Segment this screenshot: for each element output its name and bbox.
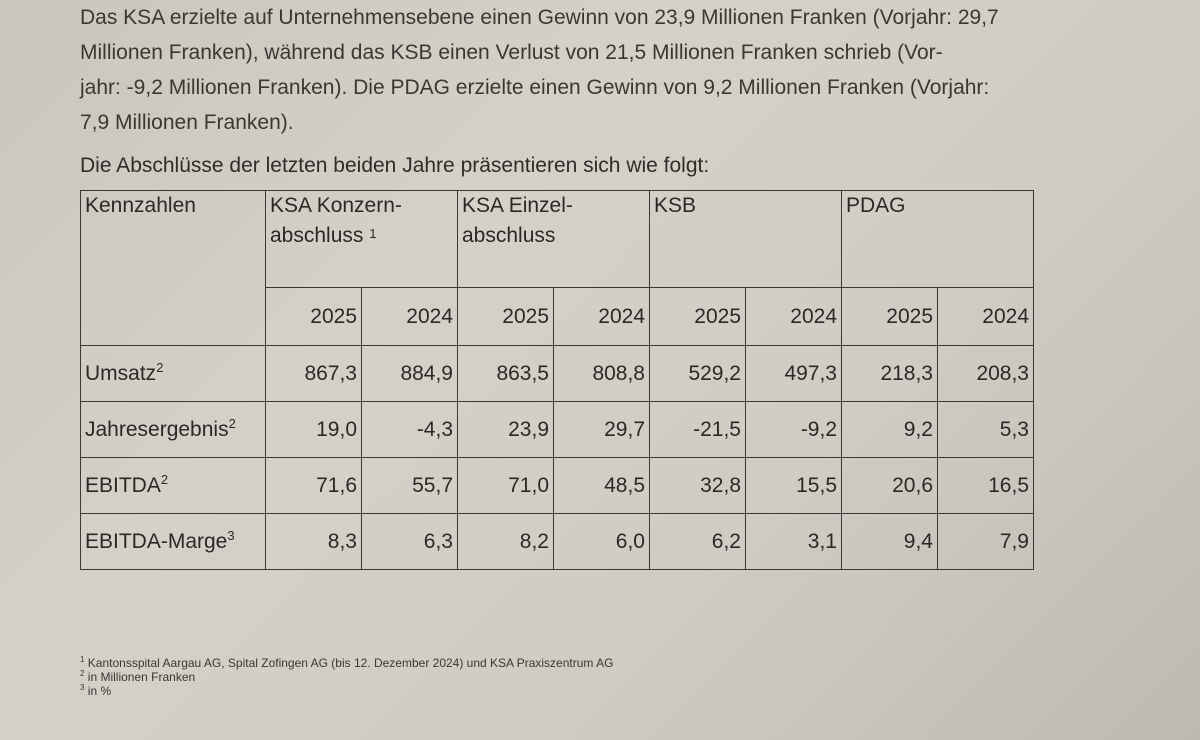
- table-cell: 20,6: [841, 457, 938, 514]
- table-cell: 71,6: [265, 457, 362, 514]
- table-cell: 863,5: [457, 345, 554, 402]
- group-header-ksa-konzern: KSA Konzern- abschluss 1: [265, 190, 458, 288]
- table-cell: 71,0: [457, 457, 554, 514]
- year-header: 2024: [361, 287, 458, 346]
- table-cell: -9,2: [745, 401, 842, 458]
- table-row-umsatz: Umsatz2 867,3 884,9 863,5 808,8 529,2 49…: [80, 345, 1034, 402]
- table-cell: 884,9: [361, 345, 458, 402]
- group-line1: PDAG: [846, 194, 906, 217]
- table-cell: 9,2: [841, 401, 938, 458]
- table-cell: 23,9: [457, 401, 554, 458]
- table-cell: 5,3: [937, 401, 1034, 458]
- footnote: 2 in Millionen Franken: [80, 669, 196, 684]
- table-cell: 55,7: [361, 457, 458, 514]
- group-line1: KSB: [654, 194, 697, 217]
- label-header: Kennzahlen: [80, 190, 266, 346]
- year-header: 2025: [457, 287, 554, 346]
- paragraph-line: 7,9 Millionen Franken).: [80, 111, 294, 134]
- year-header: 2025: [841, 287, 938, 346]
- year-header: 2024: [745, 287, 842, 346]
- group-header-row: Kennzahlen KSA Konzern- abschluss 1 KSA …: [80, 190, 1034, 346]
- paragraph-line: jahr: -9,2 Millionen Franken). Die PDAG …: [80, 76, 990, 99]
- group-line1: KSA Konzern-: [270, 194, 402, 217]
- row-label: Umsatz2: [80, 345, 266, 402]
- table-cell: -4,3: [361, 401, 458, 458]
- group-header-ksa-einzel: KSA Einzel- abschluss: [457, 190, 650, 288]
- table-cell: 8,3: [265, 513, 362, 570]
- table-cell: 808,8: [553, 345, 650, 402]
- table-cell: 208,3: [937, 345, 1034, 402]
- row-label: Jahresergebnis2: [80, 401, 266, 458]
- table-intro: Die Abschlüsse der letzten beiden Jahre …: [80, 154, 710, 177]
- group-header-ksb: KSB: [649, 190, 842, 288]
- table-cell: 29,7: [553, 401, 650, 458]
- footnote-ref: 1: [369, 226, 377, 241]
- year-header: 2024: [553, 287, 650, 346]
- table-cell: 6,2: [649, 513, 746, 570]
- table-cell: 497,3: [745, 345, 842, 402]
- table-cell: 6,3: [361, 513, 458, 570]
- table-cell: 15,5: [745, 457, 842, 514]
- table-cell: 6,0: [553, 513, 650, 570]
- table-row-ebitda-marge: EBITDA-Marge3 8,3 6,3 8,2 6,0 6,2 3,1 9,…: [80, 513, 1034, 570]
- table-cell: 3,1: [745, 513, 842, 570]
- group-line1: KSA Einzel-: [462, 194, 573, 217]
- year-header: 2025: [265, 287, 362, 346]
- table-cell: 529,2: [649, 345, 746, 402]
- table-cell: 7,9: [937, 513, 1034, 570]
- row-label: EBITDA2: [80, 457, 266, 514]
- group-header-pdag: PDAG: [841, 190, 1034, 288]
- summary-paragraph: Das KSA erzielte auf Unternehmensebene e…: [80, 0, 1140, 140]
- table-cell: 19,0: [265, 401, 362, 458]
- year-header: 2025: [649, 287, 746, 346]
- paragraph-line: Millionen Franken), während das KSB eine…: [80, 41, 943, 64]
- table-cell: 32,8: [649, 457, 746, 514]
- group-line2: abschluss: [270, 224, 364, 247]
- paragraph-line: Das KSA erzielte auf Unternehmensebene e…: [80, 6, 999, 29]
- table-cell: 867,3: [265, 345, 362, 402]
- footnote: 1 Kantonsspital Aargau AG, Spital Zofing…: [80, 655, 614, 670]
- financial-table: Kennzahlen KSA Konzern- abschluss 1 KSA …: [80, 190, 1034, 570]
- footnotes: 1 Kantonsspital Aargau AG, Spital Zofing…: [80, 655, 614, 698]
- year-header: 2024: [937, 287, 1034, 346]
- row-label: EBITDA-Marge3: [80, 513, 266, 570]
- table-cell: 48,5: [553, 457, 650, 514]
- table-cell: 8,2: [457, 513, 554, 570]
- table-row-jahresergebnis: Jahresergebnis2 19,0 -4,3 23,9 29,7 -21,…: [80, 401, 1034, 458]
- table-cell: 16,5: [937, 457, 1034, 514]
- table-row-ebitda: EBITDA2 71,6 55,7 71,0 48,5 32,8 15,5 20…: [80, 457, 1034, 514]
- group-line2: abschluss: [462, 224, 556, 247]
- table-cell: -21,5: [649, 401, 746, 458]
- year-header-row: 2025 2024 2025 2024 2025 2024 2025 2024: [81, 287, 1034, 346]
- table-cell: 218,3: [841, 345, 938, 402]
- table-cell: 9,4: [841, 513, 938, 570]
- footnote: 3 in %: [80, 683, 112, 698]
